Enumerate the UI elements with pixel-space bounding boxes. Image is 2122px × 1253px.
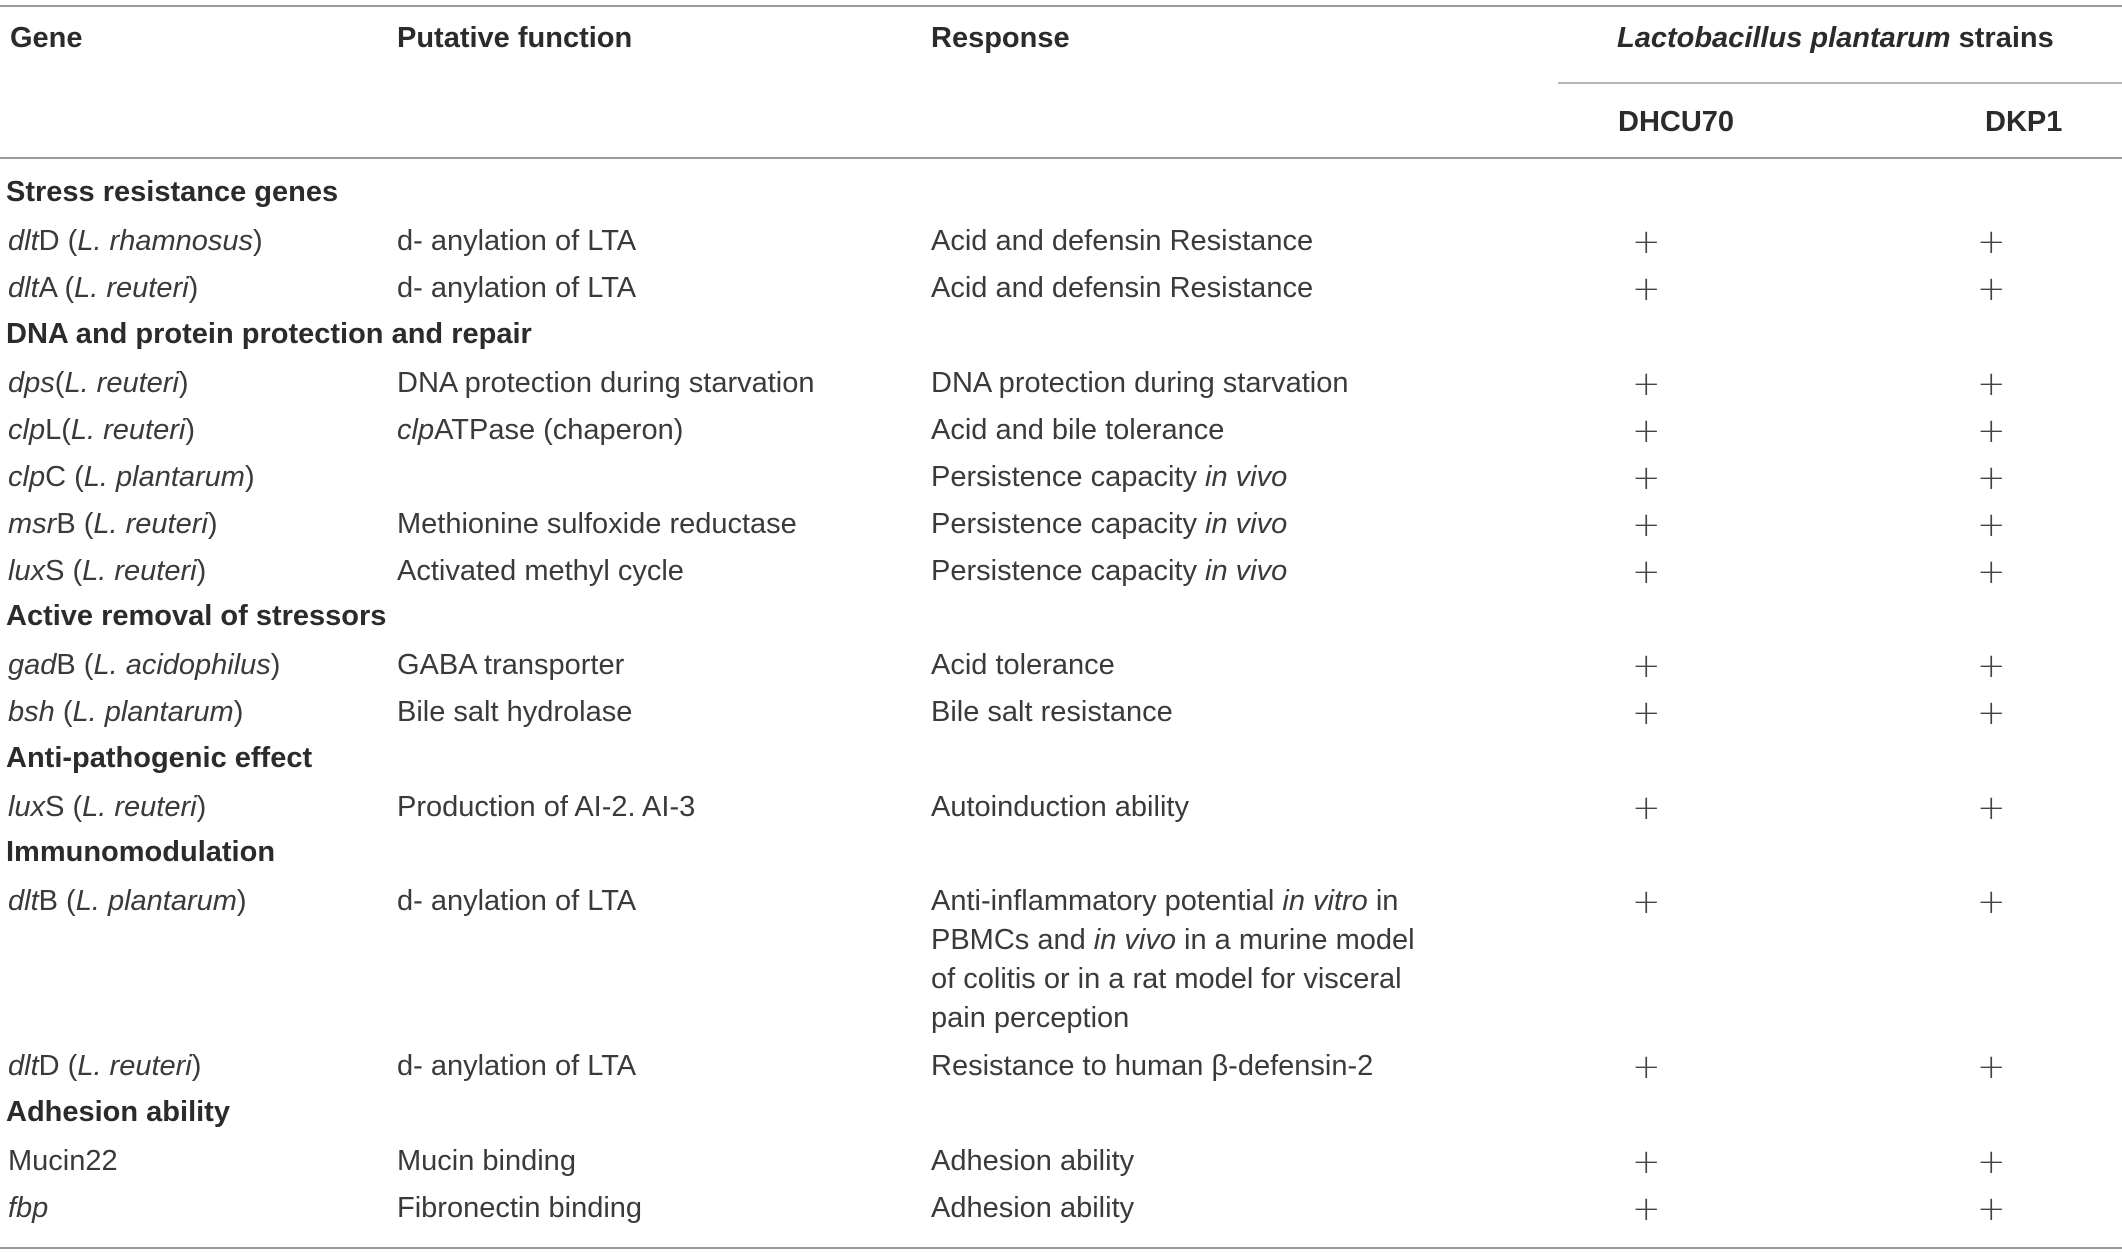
response-cell: DNA protection during starvation: [931, 367, 1349, 399]
gene-cell: Mucin22: [8, 1145, 118, 1177]
dhcu70-presence: +: [1632, 1142, 1661, 1182]
dkp1-presence: +: [1977, 1047, 2006, 1087]
response-cell: Adhesion ability: [931, 1145, 1135, 1177]
header-bottom-rule: [0, 157, 2122, 159]
dkp1-presence: +: [1977, 646, 2006, 686]
response-line: Anti-inflammatory potential in vitro in: [931, 885, 1399, 917]
section-immunomodulation: Immunomodulation: [6, 836, 276, 868]
dkp1-presence: +: [1977, 222, 2006, 262]
function-cell: clpATPase (chaperon): [397, 414, 684, 446]
dkp1-presence: +: [1977, 458, 2006, 498]
gene-cell: gadB (L. acidophilus): [8, 649, 281, 681]
gene-cell: dltD (L. reuteri): [8, 1050, 202, 1082]
response-cell: Acid and defensin Resistance: [931, 272, 1314, 304]
dkp1-presence: +: [1977, 552, 2006, 592]
dkp1-presence: +: [1977, 1142, 2006, 1182]
section-active-removal: Active removal of stressors: [6, 600, 387, 632]
function-cell: Methionine sulfoxide reductase: [397, 508, 797, 540]
function-cell: Mucin binding: [397, 1145, 576, 1177]
header-putative-function: Putative function: [397, 22, 633, 54]
dhcu70-presence: +: [1632, 1047, 1661, 1087]
dkp1-presence: +: [1977, 505, 2006, 545]
section-dna-protein-protection: DNA and protein protection and repair: [6, 318, 532, 350]
function-cell: Production of AI-2. AI-3: [397, 791, 696, 823]
function-cell: d- anylation of LTA: [397, 1050, 637, 1082]
dhcu70-presence: +: [1632, 882, 1661, 922]
function-cell: GABA transporter: [397, 649, 625, 681]
response-line: PBMCs and in vivo in a murine model: [931, 924, 1415, 956]
function-cell: d- anylation of LTA: [397, 885, 637, 917]
dkp1-presence: +: [1977, 411, 2006, 451]
dhcu70-presence: +: [1632, 269, 1661, 309]
gene-cell: dltA (L. reuteri): [8, 272, 199, 304]
dhcu70-presence: +: [1632, 222, 1661, 262]
gene-cell: bsh (L. plantarum): [8, 696, 244, 728]
response-cell: Autoinduction ability: [931, 791, 1189, 823]
dhcu70-presence: +: [1632, 411, 1661, 451]
gene-cell: clpL(L. reuteri): [8, 414, 195, 446]
section-adhesion: Adhesion ability: [6, 1096, 230, 1128]
strains-suffix: strains: [1950, 22, 2054, 54]
dhcu70-presence: +: [1632, 505, 1661, 545]
section-stress-resistance: Stress resistance genes: [6, 176, 339, 208]
response-cell: Adhesion ability: [931, 1192, 1135, 1224]
dkp1-presence: +: [1977, 882, 2006, 922]
dkp1-presence: +: [1977, 364, 2006, 404]
response-cell: Persistence capacity in vivo: [931, 555, 1288, 587]
function-cell: Fibronectin binding: [397, 1192, 643, 1224]
response-cell: Acid tolerance: [931, 649, 1115, 681]
response-line: pain perception: [931, 1002, 1130, 1034]
table-top-rule: [0, 5, 2122, 7]
dkp1-presence: +: [1977, 1189, 2006, 1229]
gene-cell: luxS (L. reuteri): [8, 555, 207, 587]
function-cell: Activated methyl cycle: [397, 555, 684, 587]
response-cell: Resistance to human β-defensin-2: [931, 1050, 1374, 1082]
function-cell: d- anylation of LTA: [397, 225, 637, 257]
dhcu70-presence: +: [1632, 552, 1661, 592]
header-strain-dkp1: DKP1: [1985, 106, 2063, 138]
header-gene: Gene: [10, 22, 83, 54]
dkp1-presence: +: [1977, 269, 2006, 309]
dhcu70-presence: +: [1632, 788, 1661, 828]
gene-cell: dltB (L. plantarum): [8, 885, 247, 917]
dhcu70-presence: +: [1632, 693, 1661, 733]
section-anti-pathogenic: Anti-pathogenic effect: [6, 742, 313, 774]
gene-cell: dltD (L. rhamnosus): [8, 225, 263, 257]
response-line: of colitis or in a rat model for viscera…: [931, 963, 1402, 995]
dhcu70-presence: +: [1632, 364, 1661, 404]
response-cell: Persistence capacity in vivo: [931, 461, 1288, 493]
dhcu70-presence: +: [1632, 1189, 1661, 1229]
gene-cell: msrB (L. reuteri): [8, 508, 218, 540]
gene-cell: luxS (L. reuteri): [8, 791, 207, 823]
function-cell: DNA protection during starvation: [397, 367, 815, 399]
function-cell: d- anylation of LTA: [397, 272, 637, 304]
response-cell: Acid and bile tolerance: [931, 414, 1225, 446]
header-strain-dhcu70: DHCU70: [1618, 106, 1735, 138]
strains-species: Lactobacillus plantarum: [1617, 22, 1951, 54]
gene-cell: dps(L. reuteri): [8, 367, 189, 399]
strains-underline: [1558, 82, 2122, 84]
dhcu70-presence: +: [1632, 646, 1661, 686]
response-cell: Bile salt resistance: [931, 696, 1173, 728]
dkp1-presence: +: [1977, 788, 2006, 828]
header-response: Response: [931, 22, 1070, 54]
table-bottom-rule: [0, 1247, 2122, 1249]
response-cell: Persistence capacity in vivo: [931, 508, 1288, 540]
gene-cell: clpC (L. plantarum): [8, 461, 255, 493]
function-cell: Bile salt hydrolase: [397, 696, 633, 728]
response-cell: Acid and defensin Resistance: [931, 225, 1314, 257]
header-strains: Lactobacillus plantarum strains: [1617, 22, 2054, 55]
gene-cell: fbp: [8, 1192, 49, 1224]
dkp1-presence: +: [1977, 693, 2006, 733]
dhcu70-presence: +: [1632, 458, 1661, 498]
